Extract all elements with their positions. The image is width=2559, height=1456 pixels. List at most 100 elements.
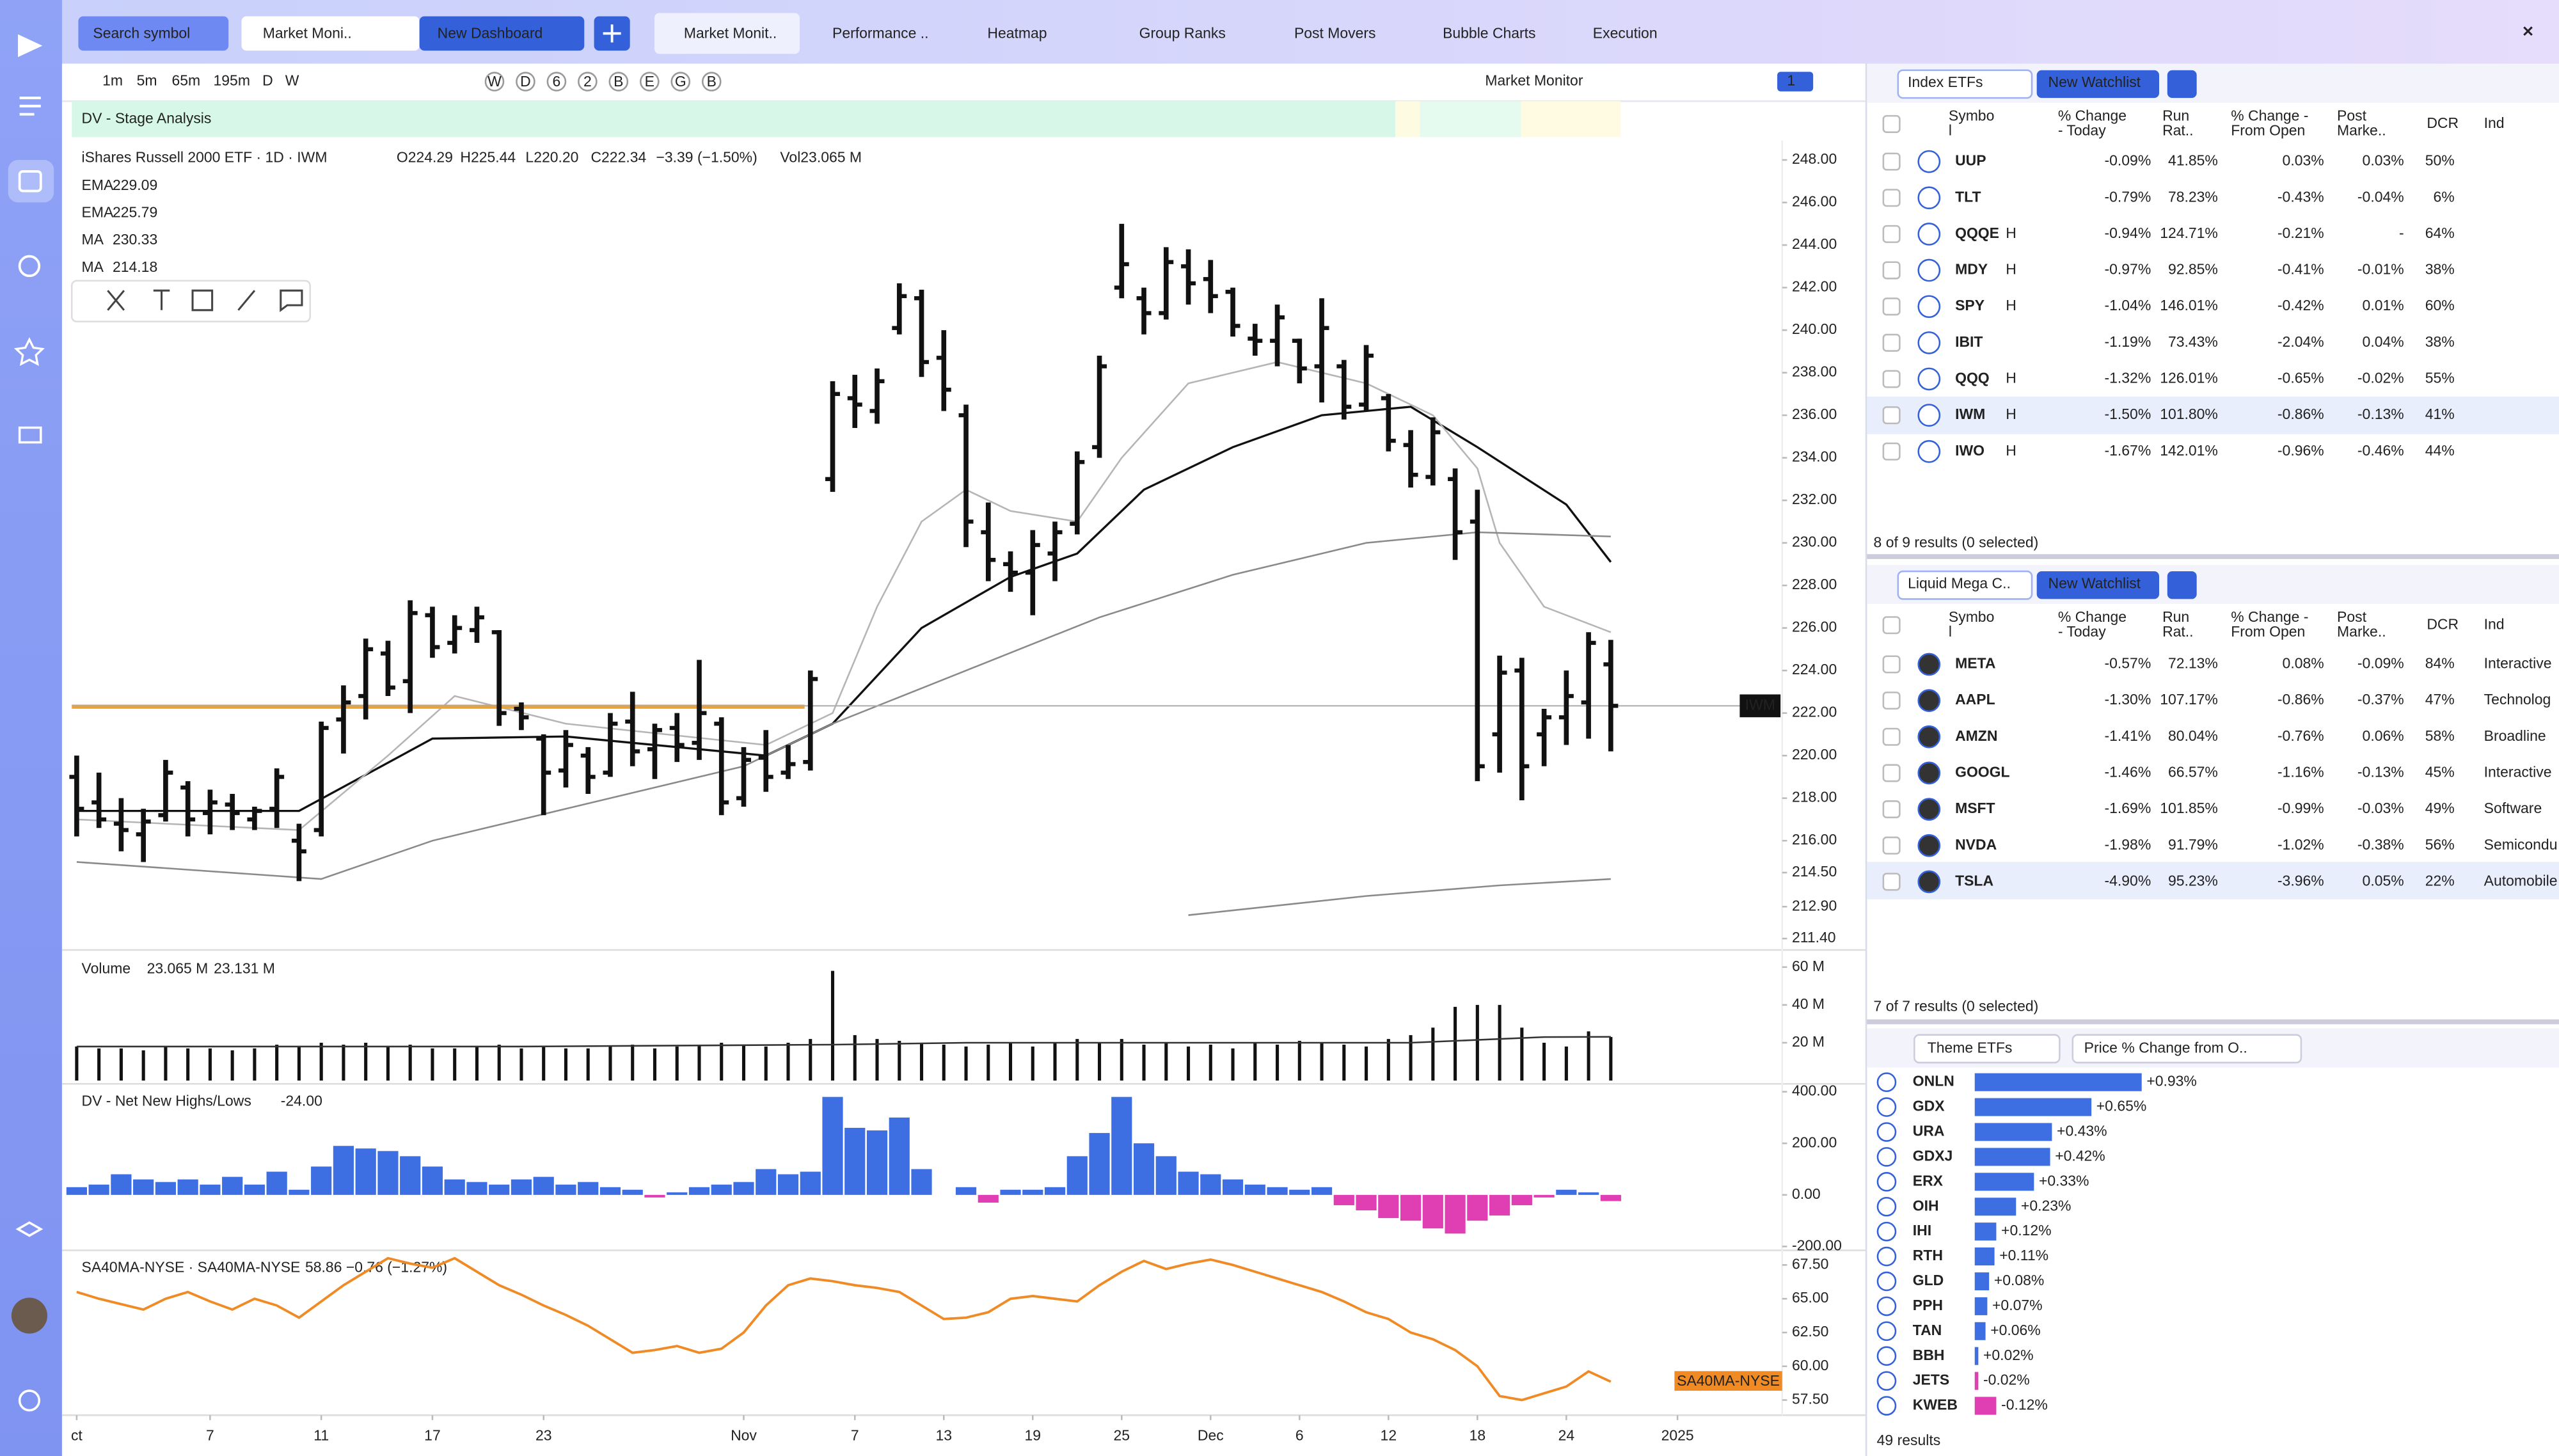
play-icon[interactable] bbox=[1876, 1246, 1897, 1267]
new-watchlist-button[interactable]: New Watchlist bbox=[2048, 575, 2141, 592]
column-header[interactable]: Rat.. bbox=[2162, 623, 2193, 640]
shortcut-button[interactable]: W bbox=[487, 73, 502, 90]
checkbox[interactable] bbox=[1882, 406, 1901, 425]
pane-count[interactable]: 1 bbox=[1787, 72, 1795, 89]
symbol-icon[interactable] bbox=[1917, 295, 1941, 319]
checkbox[interactable] bbox=[1882, 225, 1901, 243]
checkbox[interactable] bbox=[1882, 836, 1901, 855]
symbol[interactable]: MDY bbox=[1955, 261, 1988, 278]
symbol-icon[interactable] bbox=[1917, 798, 1941, 821]
new-watchlist-button[interactable]: New Watchlist bbox=[2048, 74, 2141, 90]
column-header[interactable]: - Today bbox=[2058, 623, 2106, 640]
symbol[interactable]: META bbox=[1955, 655, 1995, 672]
checkbox[interactable] bbox=[1882, 189, 1901, 207]
checkbox[interactable] bbox=[1882, 655, 1901, 674]
shortcut-circle[interactable] bbox=[546, 72, 567, 91]
symbol-icon[interactable] bbox=[1917, 404, 1941, 427]
symbol[interactable]: AMZN bbox=[1955, 727, 1997, 744]
nav-icon[interactable] bbox=[18, 255, 41, 278]
etf-symbol[interactable]: PPH bbox=[1913, 1297, 1943, 1313]
column-header[interactable]: Marke.. bbox=[2337, 623, 2386, 640]
checkbox[interactable] bbox=[1882, 616, 1901, 635]
sort-select[interactable]: Price % Change from O.. bbox=[2084, 1039, 2247, 1056]
new-dashboard-box[interactable] bbox=[419, 16, 585, 51]
nav-icon[interactable] bbox=[18, 426, 42, 444]
watchlist-select[interactable]: Index ETFs bbox=[1908, 74, 1983, 90]
close-logo[interactable]: ✕ bbox=[2522, 23, 2534, 40]
etf-symbol[interactable]: ERX bbox=[1913, 1172, 1944, 1189]
column-header[interactable]: Marke.. bbox=[2337, 122, 2386, 138]
shortcut-button[interactable]: E bbox=[645, 73, 654, 90]
interval-button[interactable]: D bbox=[262, 72, 273, 89]
symbol-icon[interactable] bbox=[1917, 258, 1941, 282]
column-header[interactable]: Rat.. bbox=[2162, 122, 2193, 138]
column-header[interactable]: DCR bbox=[2427, 115, 2459, 131]
column-header[interactable]: % Change - bbox=[2231, 107, 2308, 123]
layout-select[interactable]: Market Monitor bbox=[1485, 72, 1583, 89]
active-nav[interactable] bbox=[8, 160, 54, 203]
play-icon[interactable] bbox=[1876, 1147, 1897, 1167]
checkbox[interactable] bbox=[1882, 800, 1901, 819]
active-tab[interactable] bbox=[654, 13, 800, 54]
symbol-icon[interactable] bbox=[1917, 223, 1941, 246]
tab[interactable]: Market Monit.. bbox=[684, 25, 777, 42]
drawing-tools[interactable] bbox=[107, 289, 303, 312]
checkbox[interactable] bbox=[1882, 261, 1901, 280]
shortcut-button[interactable]: 2 bbox=[583, 73, 592, 90]
column-header[interactable]: l bbox=[1949, 623, 1952, 640]
symbol-icon[interactable] bbox=[1917, 331, 1941, 354]
column-header[interactable]: DCR bbox=[2427, 615, 2459, 632]
checkbox[interactable] bbox=[1882, 692, 1901, 710]
play-icon[interactable] bbox=[1876, 1296, 1897, 1317]
column-header[interactable]: Symbo bbox=[1949, 608, 1994, 625]
etf-symbol[interactable]: ONLN bbox=[1913, 1073, 1954, 1089]
play-icon[interactable] bbox=[1876, 1221, 1897, 1242]
tab[interactable]: Bubble Charts bbox=[1443, 25, 1535, 42]
symbol[interactable]: NVDA bbox=[1955, 836, 1997, 853]
shortcut-circle[interactable] bbox=[639, 72, 660, 91]
etf-symbol[interactable]: RTH bbox=[1913, 1247, 1943, 1263]
column-header[interactable]: Post bbox=[2337, 107, 2367, 123]
symbol[interactable]: IWM bbox=[1955, 406, 1985, 422]
column-header[interactable]: % Change bbox=[2058, 107, 2127, 123]
shortcut-button[interactable]: B bbox=[614, 73, 623, 90]
checkbox[interactable] bbox=[1882, 297, 1901, 316]
new-dashboard-button[interactable]: New Dashboard bbox=[438, 25, 543, 42]
play-icon[interactable] bbox=[1876, 1396, 1897, 1416]
shortcut-button[interactable]: G bbox=[675, 73, 686, 90]
symbol[interactable]: MSFT bbox=[1955, 800, 1995, 816]
filter-select[interactable]: Theme ETFs bbox=[1928, 1039, 2013, 1056]
symbol-icon[interactable] bbox=[1917, 689, 1941, 712]
symbol-icon[interactable] bbox=[1917, 439, 1941, 463]
symbol-icon[interactable] bbox=[1917, 761, 1941, 785]
interval-button[interactable]: 1m bbox=[102, 72, 123, 89]
checkbox[interactable] bbox=[1882, 333, 1901, 352]
tab[interactable]: Post Movers bbox=[1294, 25, 1376, 42]
column-header[interactable]: From Open bbox=[2231, 122, 2305, 138]
dashboard-select[interactable]: Market Moni.. bbox=[263, 25, 352, 42]
interval-button[interactable]: 195m bbox=[214, 72, 250, 89]
etf-symbol[interactable]: GDX bbox=[1913, 1098, 1945, 1114]
etf-symbol[interactable]: GLD bbox=[1913, 1272, 1944, 1288]
nav-icon[interactable] bbox=[13, 337, 45, 367]
new-watchlist-box[interactable] bbox=[2036, 571, 2159, 599]
shortcut-circle[interactable] bbox=[484, 72, 505, 91]
etf-symbol[interactable]: BBH bbox=[1913, 1347, 1945, 1363]
add-watchlist-box[interactable] bbox=[2167, 70, 2197, 99]
column-header[interactable]: l bbox=[1949, 122, 1952, 138]
column-header[interactable]: - Today bbox=[2058, 122, 2106, 138]
checkbox[interactable] bbox=[1882, 442, 1901, 461]
etf-symbol[interactable]: KWEB bbox=[1913, 1397, 1958, 1413]
etf-symbol[interactable]: TAN bbox=[1913, 1322, 1942, 1338]
symbol[interactable]: IBIT bbox=[1955, 333, 1983, 350]
interval-button[interactable]: W bbox=[285, 72, 299, 89]
symbol[interactable]: IWO bbox=[1955, 442, 1985, 459]
column-header[interactable]: % Change bbox=[2058, 608, 2127, 625]
checkbox[interactable] bbox=[1882, 764, 1901, 782]
nav-icon[interactable] bbox=[15, 1221, 44, 1237]
symbol[interactable]: GOOGL bbox=[1955, 763, 2009, 780]
play-icon[interactable] bbox=[1876, 1097, 1897, 1117]
tab[interactable]: Execution bbox=[1593, 25, 1658, 42]
checkbox[interactable] bbox=[1882, 727, 1901, 746]
symbol[interactable]: SPY bbox=[1955, 297, 1985, 313]
